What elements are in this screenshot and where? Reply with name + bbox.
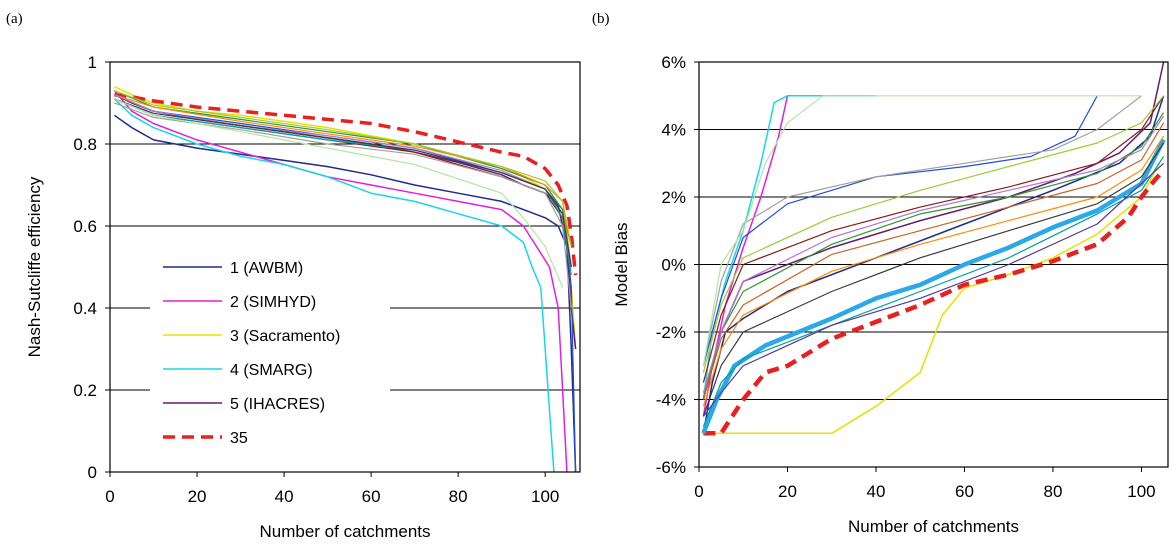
bias-x-tick-label: 20: [778, 482, 797, 501]
bias-series-line: [702, 95, 1165, 383]
bias-x-axis-label: Number of catchments: [848, 517, 1019, 536]
legend-entry-label: 2 (SIMHYD): [230, 294, 316, 311]
nse-legend: 1 (AWBM) 2 (SIMHYD) 3 (Sacramento) 4 (SMARG…: [150, 250, 390, 447]
bias-series-line: [702, 142, 1165, 417]
nse-series-line: [113, 90, 568, 473]
bias-series-line: [702, 95, 1165, 373]
nse-series-line: [114, 102, 572, 309]
bias-series-line: [702, 95, 832, 417]
nse-series-line: [114, 93, 578, 276]
nse-series-line: [113, 98, 555, 473]
bias-chart: -6% -4% -2% 0% 2% 4% 6% 0 20 40 60 80 100 Number of c…: [612, 53, 1169, 536]
bias-y-tick-label: 4%: [661, 121, 686, 140]
nse-plot-frame: [109, 61, 581, 473]
bias-y-axis-label: Model Bias: [612, 222, 631, 306]
bias-x-tick-label: 40: [867, 482, 886, 501]
bias-x-tick-label: 0: [694, 482, 703, 501]
nse-chart: 0 0.2 0.4 0.6 0.8 1 0 20 40 60 80 100 Number of catc…: [25, 53, 581, 541]
nse-series-line: [114, 98, 572, 268]
nse-series-line: [114, 90, 572, 247]
bias-series-line: [702, 95, 1142, 366]
bias-series-line: [702, 115, 1165, 393]
panel-a-label: (a): [6, 11, 23, 27]
nse-series-line: [114, 98, 572, 276]
bias-x-tick-label: 100: [1127, 482, 1155, 501]
bias-series-line: [702, 135, 1165, 407]
bias-series-line: [703, 168, 1166, 436]
bias-y-tick-label: 0%: [661, 256, 686, 275]
bias-y-tick-label: 6%: [661, 53, 686, 72]
bias-x-tick-label: 60: [955, 482, 974, 501]
nse-y-tick-label: 0.8: [73, 135, 97, 154]
nse-x-tick-label: 60: [362, 487, 381, 506]
legend-entry-label: 5 (IHACRES): [230, 396, 325, 413]
bias-series-line: [702, 156, 1165, 427]
bias-series-line: [702, 112, 1165, 400]
bias-series-line: [701, 138, 1166, 435]
nse-x-tick-label: 40: [275, 487, 294, 506]
nse-series-group: [113, 85, 578, 473]
bias-x-tick-label: 80: [1044, 482, 1063, 501]
legend-entry-label: 4 (SMARG): [230, 362, 313, 379]
legend-entry-label: 1 (AWBM): [230, 260, 303, 277]
nse-y-tick-label: 0: [88, 463, 97, 482]
nse-series-line: [114, 94, 572, 268]
nse-series-line: [114, 90, 572, 247]
nse-series-line: [114, 98, 564, 288]
bias-series-line: [702, 95, 1098, 366]
bias-y-tick-label: -4%: [656, 391, 686, 410]
bias-series-line: [702, 162, 1165, 417]
nse-x-tick-label: 100: [531, 487, 559, 506]
nse-y-axis-label: Nash-Sutcliffe efficiency: [25, 176, 44, 357]
nse-y-tick-label: 0.6: [73, 217, 97, 236]
bias-y-tick-label: 2%: [661, 188, 686, 207]
bias-y-tick-label: -6%: [656, 458, 686, 477]
panel-b-label: (b): [592, 11, 610, 27]
bias-series-line: [703, 162, 1160, 435]
legend-entry-label: 3 (Sacramento): [230, 328, 340, 345]
bias-y-tick-label: -2%: [656, 323, 686, 342]
nse-series-line: [113, 114, 577, 473]
nse-y-tick-label: 1: [88, 53, 97, 72]
bias-series-line: [702, 95, 1142, 366]
nse-x-tick-label: 80: [449, 487, 468, 506]
legend-entry-label: 35: [230, 430, 248, 447]
nse-x-tick-label: 0: [105, 487, 114, 506]
nse-x-tick-label: 20: [188, 487, 207, 506]
nse-y-tick-label: 0.2: [73, 381, 97, 400]
bias-series-group: [701, 61, 1166, 436]
nse-x-axis-label: Number of catchments: [259, 522, 430, 541]
nse-y-tick-label: 0.4: [73, 299, 97, 318]
bias-series-line: [702, 122, 1165, 400]
